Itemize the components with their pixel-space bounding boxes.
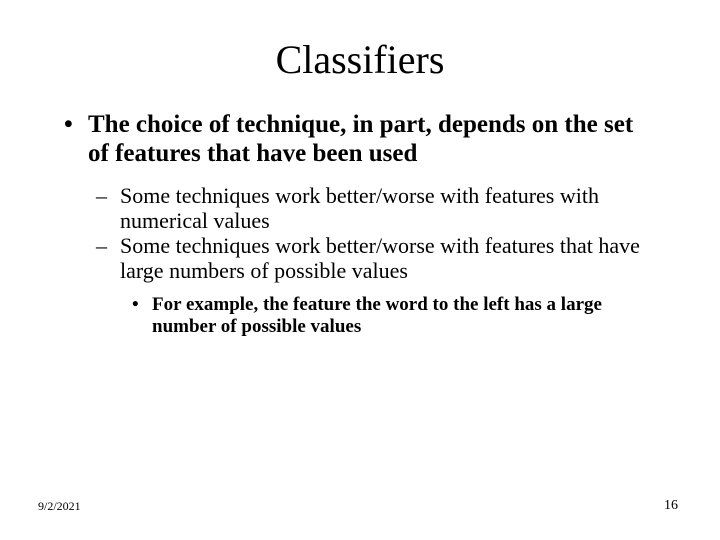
list-item: For example, the feature the word to the…	[152, 294, 660, 340]
slide-body: The choice of technique, in part, depend…	[60, 111, 660, 339]
footer-page-number: 16	[664, 498, 678, 514]
text-run: For example, the feature	[152, 294, 356, 315]
bullet-list-level3: For example, the feature the word to the…	[120, 294, 660, 340]
bullet-text: Some techniques work better/worse with f…	[120, 233, 640, 283]
list-item: Some techniques work better/worse with f…	[120, 233, 660, 339]
slide: Classifiers The choice of technique, in …	[0, 0, 720, 540]
list-item: Some techniques work better/worse with f…	[120, 183, 660, 234]
bullet-text: The choice of technique, in part, depend…	[88, 111, 633, 167]
bullet-list-level2: Some techniques work better/worse with f…	[88, 183, 660, 340]
text-run-bold: the word to the left	[356, 294, 515, 315]
bullet-list-level1: The choice of technique, in part, depend…	[60, 111, 660, 339]
footer-date: 9/2/2021	[38, 499, 81, 514]
slide-title: Classifiers	[60, 36, 660, 83]
list-item: The choice of technique, in part, depend…	[88, 111, 660, 339]
